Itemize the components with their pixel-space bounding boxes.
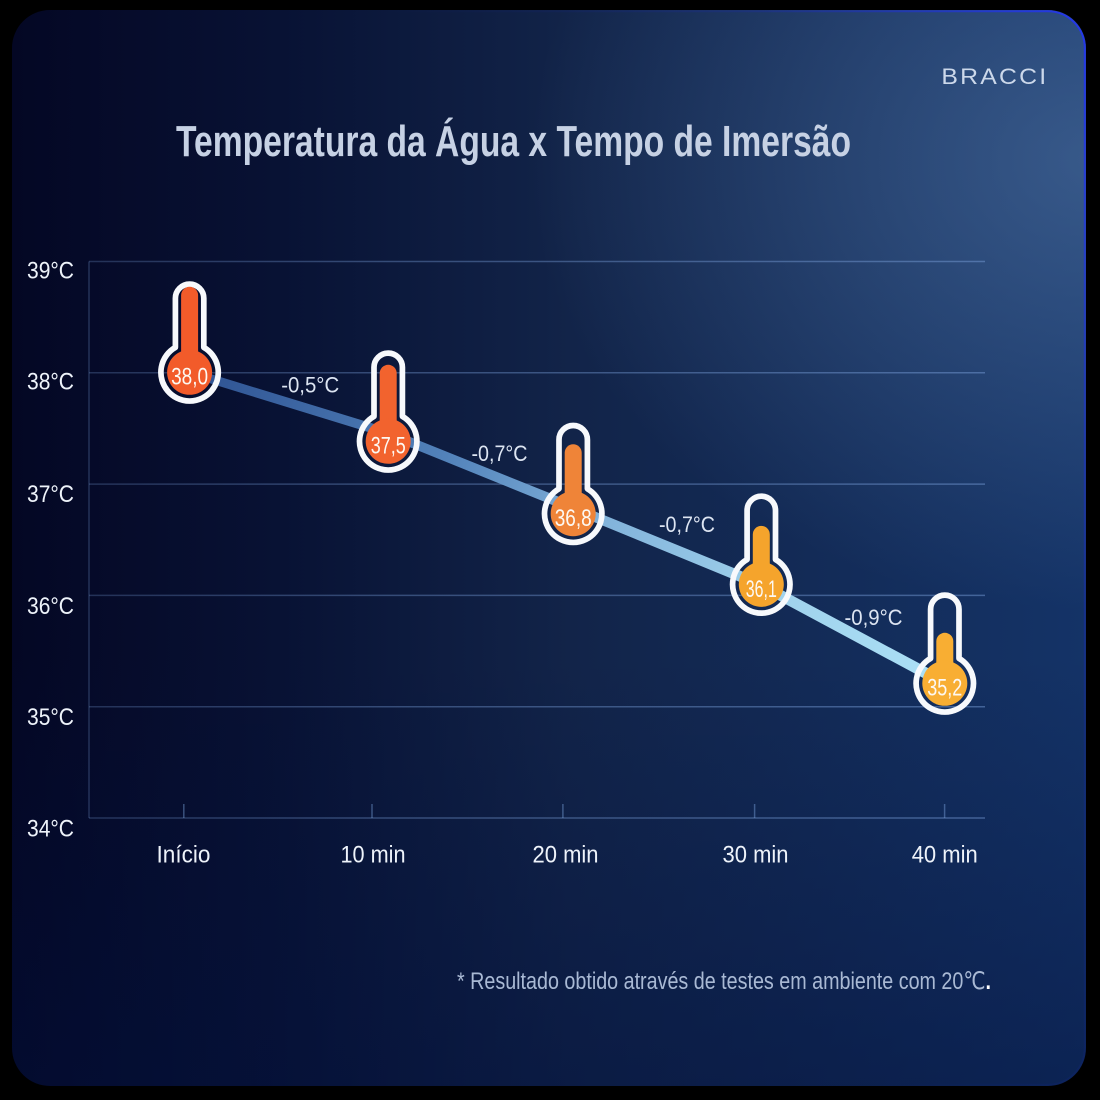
- svg-text:Temperatura da Água x Tempo de: Temperatura da Água x Tempo de Imersão: [176, 116, 851, 166]
- svg-text:36,8: 36,8: [555, 505, 592, 532]
- svg-text:20 min: 20 min: [533, 842, 599, 869]
- svg-text:40 min: 40 min: [912, 842, 978, 869]
- svg-text:34°C: 34°C: [27, 816, 74, 843]
- svg-text:BRACCI: BRACCI: [941, 64, 1048, 89]
- svg-text:37,5: 37,5: [371, 433, 406, 460]
- svg-text:* Resultado obtido através de: * Resultado obtido através de testes em …: [457, 968, 991, 995]
- svg-text:-0,9°C: -0,9°C: [845, 605, 903, 630]
- svg-text:-0,7°C: -0,7°C: [472, 441, 528, 466]
- svg-text:35,2: 35,2: [927, 675, 962, 702]
- svg-text:-0,5°C: -0,5°C: [281, 373, 339, 398]
- svg-text:36°C: 36°C: [27, 593, 74, 620]
- svg-text:38,0: 38,0: [171, 364, 208, 391]
- svg-text:39°C: 39°C: [27, 257, 74, 284]
- svg-text:-0,7°C: -0,7°C: [659, 512, 715, 537]
- svg-text:30 min: 30 min: [723, 842, 789, 869]
- svg-text:38°C: 38°C: [27, 369, 74, 396]
- svg-text:35°C: 35°C: [27, 704, 74, 731]
- svg-text:10 min: 10 min: [341, 842, 406, 869]
- svg-text:Início: Início: [157, 842, 211, 869]
- svg-text:36,1: 36,1: [746, 576, 777, 603]
- svg-text:37°C: 37°C: [27, 481, 74, 508]
